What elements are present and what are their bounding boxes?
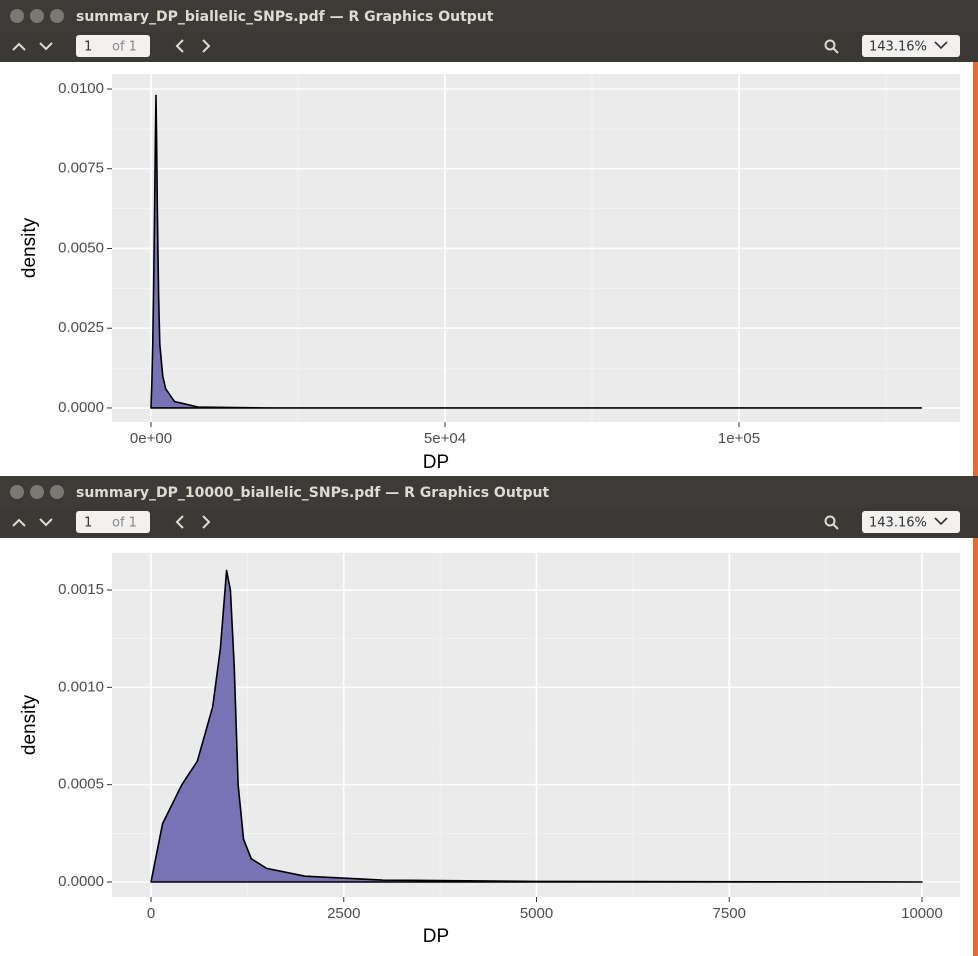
- y-tick-label: 0.0000: [58, 399, 104, 416]
- y-tick-label: 0.0010: [58, 678, 104, 695]
- title-bar: [0, 476, 978, 508]
- toolbar: [0, 32, 978, 62]
- page-input[interactable]: [76, 511, 150, 533]
- y-tick-label: 0.0075: [58, 160, 104, 177]
- x-tick-label: 5e+04: [424, 430, 466, 447]
- search-handle: [832, 47, 839, 54]
- x-tick-label: 7500: [713, 905, 746, 922]
- next-page-button[interactable]: [39, 42, 53, 51]
- page-number: 1: [84, 516, 92, 531]
- window-button[interactable]: [50, 9, 64, 23]
- x-tick-label: 10000: [901, 905, 943, 922]
- zoom-chevron: [934, 41, 948, 50]
- forward-button[interactable]: [202, 39, 211, 53]
- zoom-select[interactable]: [862, 511, 960, 533]
- x-axis-title: DP: [423, 452, 449, 473]
- zoom-value: 143.16%: [869, 516, 927, 531]
- y-tick-label: 0.0050: [58, 239, 104, 256]
- toolbar: [0, 508, 978, 538]
- back-button[interactable]: [175, 39, 184, 53]
- window-button[interactable]: [50, 485, 64, 499]
- x-tick-label: 0: [147, 905, 155, 922]
- prev-page-button[interactable]: [12, 518, 26, 527]
- density-area: [150, 94, 923, 409]
- next-page-button[interactable]: [39, 518, 53, 527]
- forward-button[interactable]: [202, 515, 211, 529]
- page-number: 1: [84, 40, 92, 55]
- x-tick-label: 1e+05: [718, 430, 760, 447]
- y-tick-label: 0.0025: [58, 319, 104, 336]
- y-tick-label: 0.0005: [58, 776, 104, 793]
- zoom-select[interactable]: [862, 35, 960, 57]
- scroll-edge: [973, 62, 978, 476]
- search-handle: [832, 523, 839, 530]
- window-title: summary_DP_10000_biallelic_SNPs.pdf — R …: [76, 485, 549, 501]
- zoom-value: 143.16%: [869, 40, 927, 55]
- x-tick-label: 5000: [520, 905, 553, 922]
- x-tick-label: 0e+00: [130, 430, 172, 447]
- y-axis-title: density: [19, 694, 40, 755]
- window-button[interactable]: [10, 9, 24, 23]
- y-axis-title: density: [19, 217, 40, 278]
- back-button[interactable]: [175, 515, 184, 529]
- window-button[interactable]: [30, 9, 44, 23]
- window-button[interactable]: [10, 485, 24, 499]
- title-bar: [0, 0, 978, 32]
- window-title: summary_DP_biallelic_SNPs.pdf — R Graphi…: [76, 9, 494, 25]
- page-count: of 1: [112, 516, 137, 531]
- zoom-chevron: [934, 517, 948, 526]
- page-count: of 1: [112, 40, 137, 55]
- page-input[interactable]: [76, 35, 150, 57]
- y-tick-label: 0.0000: [58, 873, 104, 890]
- y-tick-label: 0.0100: [58, 80, 104, 97]
- x-axis-title: DP: [423, 926, 449, 947]
- window-button[interactable]: [30, 485, 44, 499]
- x-tick-label: 2500: [327, 905, 360, 922]
- density-area: [150, 569, 923, 883]
- scroll-edge: [973, 538, 978, 956]
- search-button[interactable]: [824, 39, 836, 51]
- prev-page-button[interactable]: [12, 42, 26, 51]
- search-button[interactable]: [824, 515, 836, 527]
- y-tick-label: 0.0015: [58, 581, 104, 598]
